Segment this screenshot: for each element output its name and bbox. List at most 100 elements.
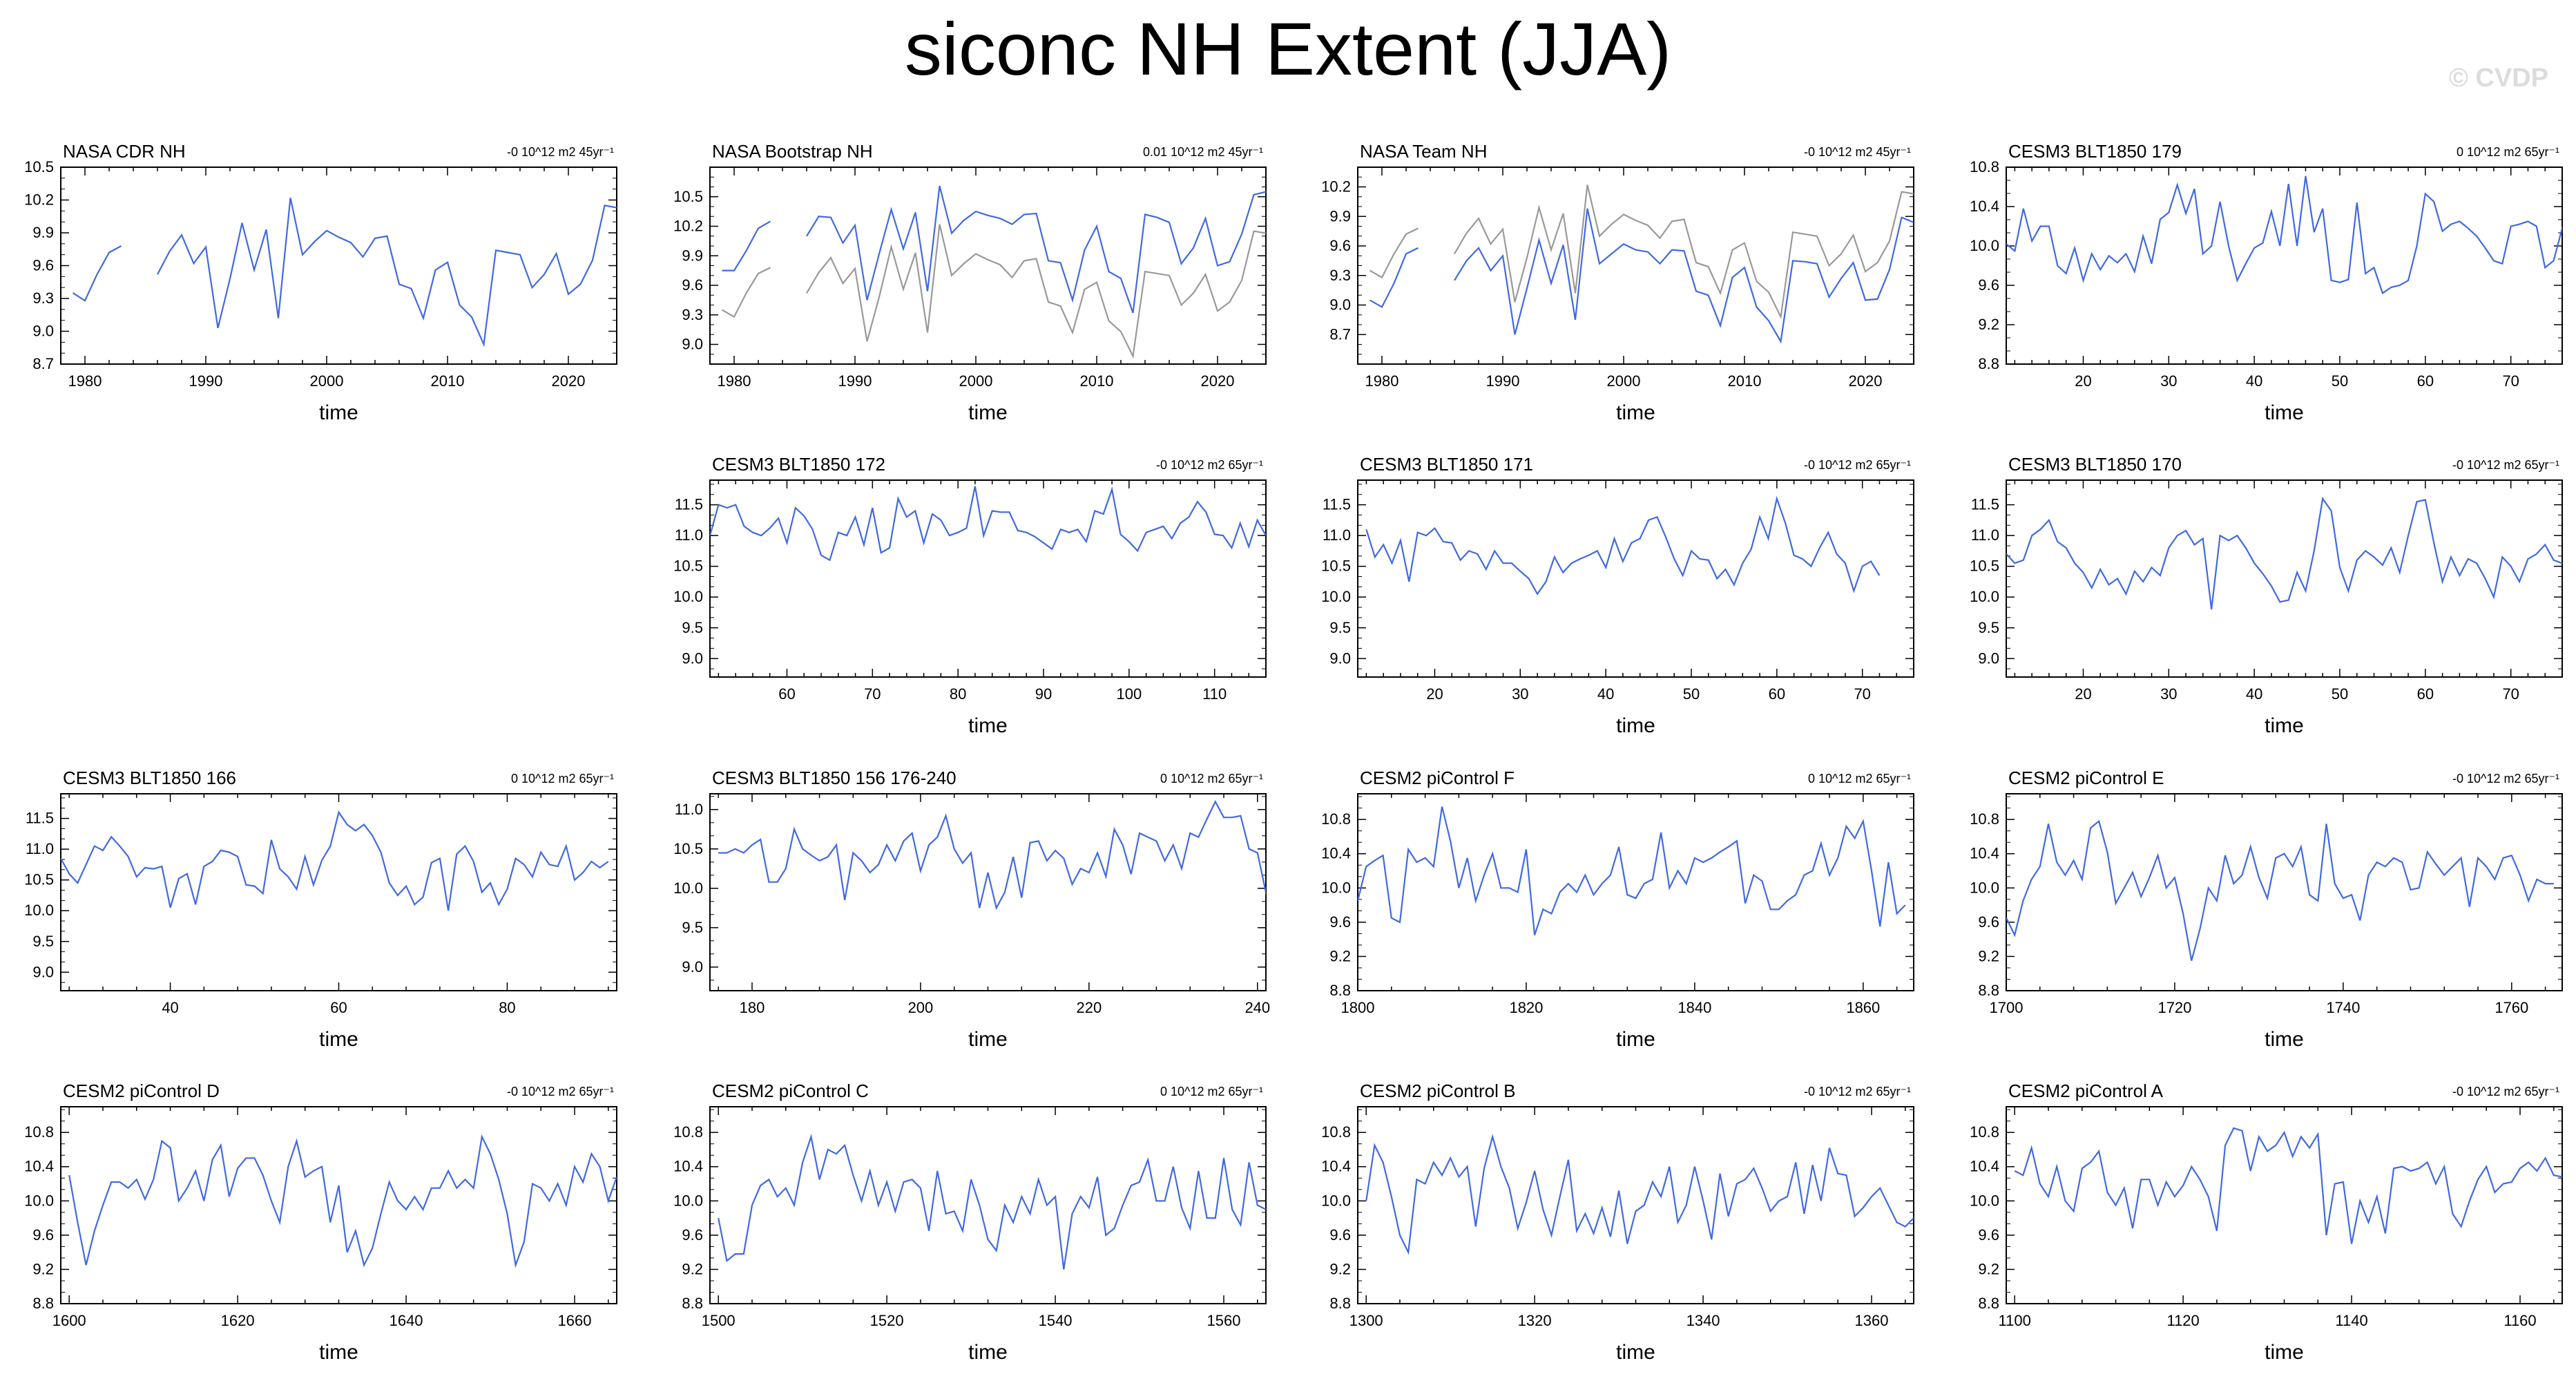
x-tick-label: 2000 [959, 372, 993, 390]
chart-panel: CESM3 BLT1850 166 0 10^12 m2 65yr⁻¹ time 40… [24, 768, 617, 1051]
x-axis-label: time [2265, 1028, 2304, 1051]
y-tick-label: 9.3 [682, 306, 703, 323]
y-tick-label: 10.8 [673, 1123, 703, 1141]
x-tick-label: 1980 [718, 372, 751, 390]
y-tick-label: 8.8 [682, 1295, 703, 1312]
y-tick-label: 9.6 [32, 1226, 54, 1244]
y-tick-label: 9.0 [1329, 296, 1351, 314]
plot-frame [60, 166, 617, 365]
x-tick-label: 1840 [1678, 999, 1711, 1016]
panel-title: CESM3 BLT1850 172 [712, 454, 885, 475]
panel-title: CESM2 piControl F [1360, 768, 1515, 788]
series-line [2006, 175, 2562, 295]
y-tick-label: 9.6 [682, 276, 703, 294]
y-tick-label: 8.8 [1329, 982, 1351, 999]
y-tick-label: 10.0 [673, 588, 703, 605]
trend-label: -0 10^12 m2 65yr⁻¹ [507, 1085, 614, 1098]
x-axis-label: time [2265, 1341, 2304, 1364]
x-tick-label: 30 [1512, 685, 1528, 703]
chart-panel: CESM3 BLT1850 156 176-240 0 10^12 m2 65yr… [673, 768, 1270, 1051]
y-tick-label: 9.2 [1978, 316, 1999, 333]
y-tick-label: 10.0 [1321, 588, 1351, 605]
panel-title: CESM3 BLT1850 171 [1360, 454, 1533, 475]
panel-title: NASA Team NH [1360, 141, 1487, 162]
y-tick-label: 10.5 [1970, 558, 1999, 575]
series-line [710, 486, 1266, 562]
plot-frame [2006, 1106, 2563, 1304]
y-tick-label: 10.4 [673, 1158, 703, 1175]
x-axis-label: time [968, 1028, 1008, 1051]
y-tick-label: 9.5 [682, 919, 703, 936]
x-tick-label: 20 [2075, 372, 2091, 390]
x-tick-label: 60 [2417, 372, 2434, 390]
y-tick-label: 10.0 [1321, 879, 1351, 896]
x-tick-label: 60 [778, 685, 795, 703]
y-tick-label: 9.2 [1329, 1260, 1351, 1277]
y-tick-label: 9.2 [1329, 947, 1351, 964]
x-tick-label: 30 [2160, 372, 2177, 390]
y-tick-label: 9.5 [682, 619, 703, 636]
x-axis-label: time [1616, 714, 1655, 737]
panel-title: CESM2 piControl C [712, 1080, 869, 1101]
x-tick-label: 80 [950, 685, 966, 703]
y-tick-label: 9.6 [1978, 913, 1999, 931]
y-tick-label: 9.3 [32, 289, 54, 307]
x-tick-label: 1160 [2503, 1312, 2536, 1329]
y-tick-label: 11.0 [675, 801, 703, 818]
chart-panel: NASA CDR NH -0 10^12 m2 45yr⁻¹ time 1980 199… [24, 141, 617, 424]
trend-label: -0 10^12 m2 65yr⁻¹ [2452, 772, 2559, 786]
x-tick-label: 180 [740, 999, 765, 1016]
y-tick-label: 9.9 [32, 224, 54, 241]
trend-label: 0 10^12 m2 65yr⁻¹ [511, 772, 614, 786]
x-tick-label: 200 [908, 999, 934, 1016]
trend-label: 0 10^12 m2 65yr⁻¹ [1808, 772, 1911, 786]
y-tick-label: 10.0 [1970, 1192, 1999, 1209]
y-tick-label: 9.6 [32, 257, 54, 274]
y-tick-label: 10.0 [673, 879, 703, 897]
x-tick-label: 1990 [838, 372, 872, 390]
plot-frame [60, 793, 617, 991]
panel-title: NASA CDR NH [63, 141, 186, 162]
x-tick-label: 1990 [1486, 372, 1520, 390]
x-tick-label: 30 [2160, 685, 2177, 703]
trend-label: 0 10^12 m2 65yr⁻¹ [1160, 1085, 1263, 1098]
series-line [1369, 184, 1914, 320]
chart-panel: CESM3 BLT1850 179 0 10^12 m2 65yr⁻¹ time 20… [1970, 141, 2563, 424]
x-tick-label: 1700 [1990, 999, 2024, 1016]
x-tick-label: 1120 [2166, 1312, 2199, 1329]
y-tick-label: 8.8 [1978, 1295, 1999, 1312]
trend-label: -0 10^12 m2 65yr⁻¹ [2452, 1085, 2559, 1098]
x-tick-label: 1540 [1039, 1312, 1073, 1329]
y-tick-label: 9.0 [32, 963, 54, 980]
x-tick-label: 1520 [870, 1312, 904, 1329]
series-line [718, 799, 1266, 911]
page-title: siconc NH Extent (JJA) [904, 7, 1672, 91]
y-tick-label: 9.2 [32, 1260, 54, 1277]
y-tick-label: 11.5 [675, 496, 703, 513]
y-tick-label: 9.6 [1329, 913, 1351, 931]
plot-frame [709, 166, 1267, 365]
y-tick-label: 10.8 [24, 1123, 54, 1141]
y-tick-label: 9.5 [1978, 619, 1999, 636]
x-tick-label: 2020 [552, 372, 586, 390]
x-tick-label: 20 [2075, 685, 2091, 703]
y-tick-label: 10.5 [673, 558, 703, 575]
x-tick-label: 1640 [390, 1312, 423, 1329]
x-tick-label: 100 [1116, 685, 1142, 703]
y-tick-label: 9.6 [1329, 1226, 1351, 1244]
plot-frame [2006, 479, 2563, 678]
plot-frame [1357, 1106, 1914, 1304]
y-tick-label: 8.8 [1978, 982, 1999, 999]
plot-frame [2006, 166, 2563, 365]
series-line [1358, 806, 1906, 935]
y-tick-label: 10.2 [673, 218, 703, 235]
y-tick-label: 10.8 [1970, 1123, 1999, 1141]
chart-panel: CESM3 BLT1850 170 -0 10^12 m2 65yr⁻¹ time 2… [1970, 454, 2563, 737]
x-tick-label: 1990 [189, 372, 223, 390]
y-tick-label: 9.6 [1329, 237, 1351, 254]
trend-label: -0 10^12 m2 45yr⁻¹ [507, 145, 614, 159]
y-tick-label: 9.0 [682, 958, 703, 975]
y-tick-label: 10.5 [1321, 558, 1351, 575]
y-tick-label: 10.4 [1970, 845, 1999, 862]
